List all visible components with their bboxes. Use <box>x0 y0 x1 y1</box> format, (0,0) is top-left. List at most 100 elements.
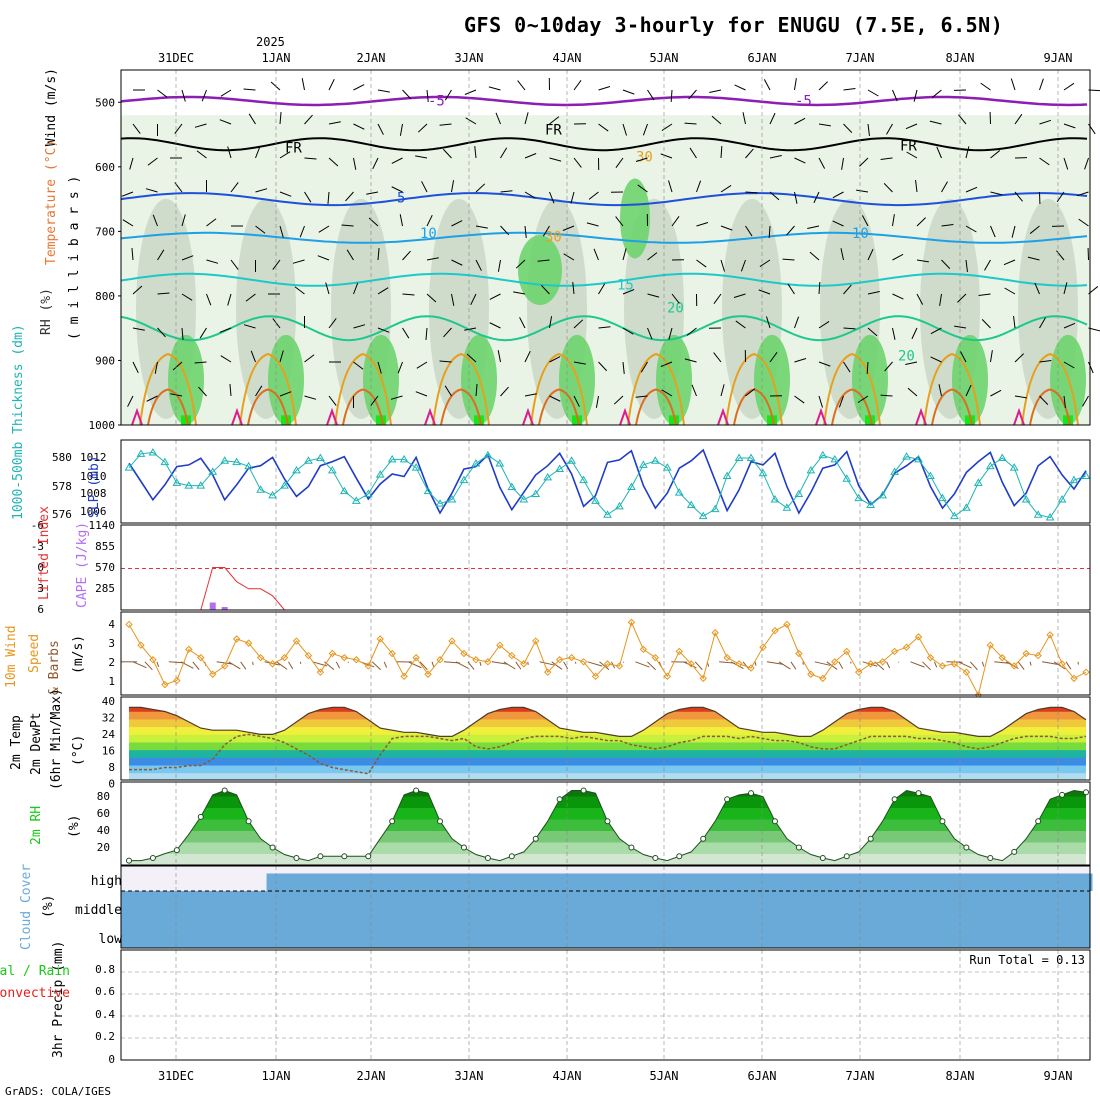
contour-40 <box>915 407 927 426</box>
contour-35 <box>440 388 482 426</box>
wind-speed-marker <box>436 656 444 664</box>
rh-marker <box>604 818 611 825</box>
wind-barb <box>573 157 582 168</box>
wind-barb <box>794 191 798 204</box>
thickness-marker <box>519 494 529 503</box>
wind-barb <box>230 182 239 193</box>
wind-speed-marker <box>1010 662 1018 670</box>
cape-tick-label: 570 <box>95 561 115 574</box>
bottom-date-label: 31DEC <box>158 1069 194 1083</box>
wind-barb <box>466 353 477 363</box>
wind-barb <box>929 120 942 125</box>
wind-barb <box>573 319 584 329</box>
wind-barb <box>426 214 433 227</box>
wind-barb <box>1039 395 1049 405</box>
upper-ytick-label: 700 <box>95 225 115 238</box>
thickness-marker <box>603 510 612 518</box>
cloud-high-bar <box>314 873 327 891</box>
wind-barb <box>1076 191 1089 197</box>
contour-40 <box>1013 407 1025 426</box>
thickness-marker <box>304 456 313 464</box>
wind-barb <box>1065 661 1072 670</box>
wind-barb <box>1014 191 1023 202</box>
cloud-high-bar <box>529 873 543 891</box>
wind-barb <box>147 157 158 166</box>
rh-marker <box>1059 791 1066 798</box>
wind-barb <box>1056 191 1065 203</box>
wind-barb <box>489 293 501 300</box>
contour-40 <box>815 407 827 426</box>
thickness-marker <box>483 450 493 459</box>
wind-barb <box>371 661 381 671</box>
cloud-high-bar <box>1068 873 1081 891</box>
wind-barb <box>941 181 948 193</box>
wind-barb <box>838 395 844 408</box>
contour-30 <box>530 352 588 426</box>
wind-barb <box>880 394 893 397</box>
wind-barb <box>157 249 165 261</box>
contour-label: 10 <box>852 226 869 242</box>
wind-barb <box>439 360 452 363</box>
wind-barb <box>132 661 147 669</box>
wind-barb <box>622 361 625 374</box>
wind-barb <box>157 292 170 295</box>
wind-tick-label: 3 <box>108 637 115 650</box>
wind-barb <box>391 186 403 193</box>
thickness-marker <box>818 450 828 459</box>
wind-speed-marker <box>819 674 827 683</box>
wind-barb <box>294 286 305 295</box>
contour-40 <box>619 407 631 426</box>
wind-barb <box>941 259 951 269</box>
wind-barb <box>838 661 844 669</box>
wind-barb <box>1013 316 1016 329</box>
wind-barb <box>1063 282 1068 295</box>
wind-barb <box>341 224 354 227</box>
wind-barb <box>598 86 611 91</box>
precip-tick-label: 0 <box>108 1053 115 1066</box>
wind-barb <box>857 395 869 403</box>
footer-credit: GrADS: COLA/IGES <box>5 1085 111 1098</box>
wind-barb <box>181 255 194 261</box>
cloud-high-bar <box>960 873 973 891</box>
wind-barb <box>818 361 831 367</box>
wind-speed-marker <box>986 641 995 649</box>
wind-barb <box>563 661 569 670</box>
wind-barb <box>497 259 501 272</box>
cloud-high-bar <box>984 873 997 891</box>
bottom-date-label: 1JAN <box>262 1069 291 1083</box>
wind-barb <box>467 661 475 670</box>
wind-barb <box>1017 661 1025 670</box>
thickness-marker <box>782 503 792 511</box>
wind-barb <box>720 384 725 397</box>
wind-barb <box>957 293 967 303</box>
thickness-marker <box>639 460 648 468</box>
wind-barb <box>451 293 455 306</box>
wind-barb <box>353 282 359 295</box>
temp-band <box>129 772 1086 780</box>
rh-marker <box>532 835 539 842</box>
precip-tick-label: 0.8 <box>95 963 115 976</box>
cloud-high-bar <box>649 873 662 891</box>
wind-speed-marker <box>472 656 480 664</box>
wind-barb <box>407 661 422 669</box>
thickness-marker <box>794 489 804 497</box>
contour-35 <box>931 388 973 426</box>
wind-barb <box>713 352 722 363</box>
wind-speed-marker <box>914 633 923 641</box>
wind-speed-marker <box>687 660 695 668</box>
precip-ylabel: 3hr Precip (mm) <box>51 941 66 1058</box>
precip-tick-label: 0.4 <box>95 1008 115 1021</box>
wind-barb <box>470 293 477 306</box>
wind-barb <box>276 661 288 670</box>
wind-speed-marker <box>555 656 564 664</box>
wind-speed-marker <box>532 637 540 645</box>
bottom-date-label: 7JAN <box>846 1069 875 1083</box>
dewpoint-line <box>129 733 1087 775</box>
wind-barb <box>965 225 977 233</box>
cloud-frame <box>120 865 1091 949</box>
wind-barb <box>131 248 134 261</box>
wind-barb <box>288 661 294 670</box>
wind-speed-marker <box>220 662 229 670</box>
wind-barb <box>475 259 482 271</box>
wind-speed-marker <box>591 672 600 681</box>
